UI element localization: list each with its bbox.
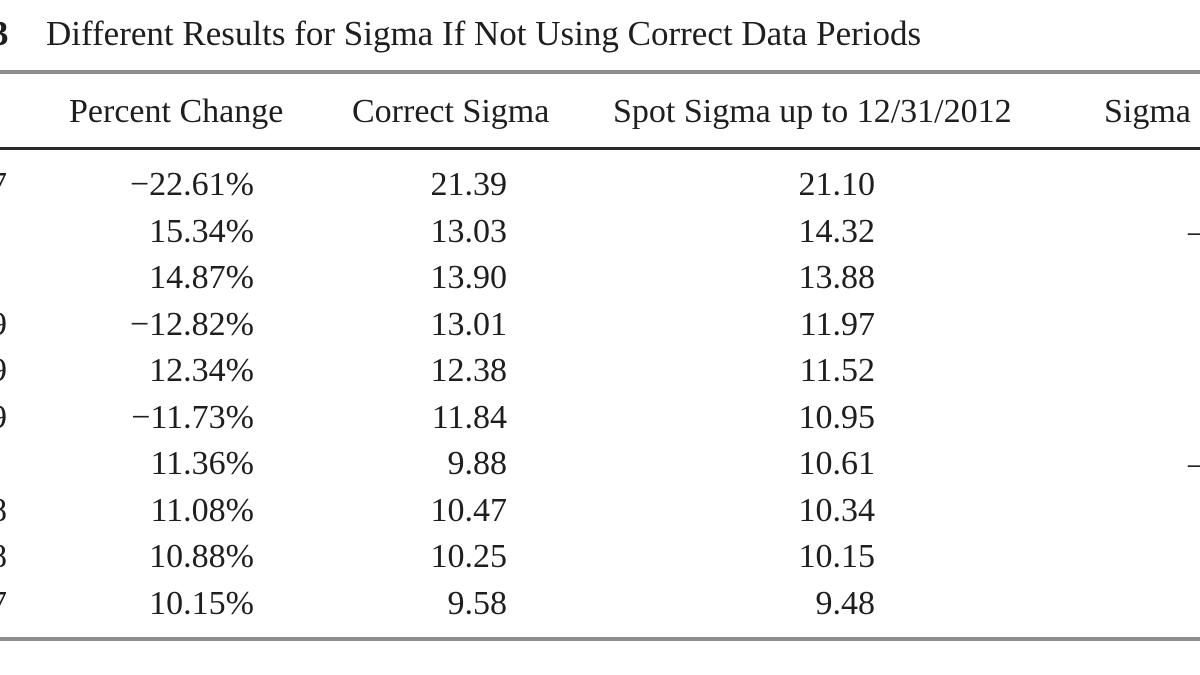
top-rule [0,70,1200,74]
cell-stub: 7 [0,162,20,208]
cell-spot-sigma: 11.52 [799,352,875,389]
cell-correct-sigma: 13.90 [430,259,508,296]
cell-stub: 9 [0,302,20,348]
table-row: 9 −11.73% 11.84 10.95 [0,395,1200,442]
table-row: 14.87% 13.90 13.88 [0,255,1200,302]
cell-percent-change: 10.88% [149,538,254,575]
cell-stub: 9 [0,348,20,394]
cell-percent-change: 11.08% [150,491,254,529]
cell-spot-sigma: 13.88 [798,259,876,296]
table-row: 15.34% 13.03 14.32 – [0,209,1200,256]
table-header-row: Percent Change Correct Sigma Spot Sigma … [0,89,1200,135]
cell-spot-sigma: 11.97 [799,305,875,343]
header-sigma: Sigma [1104,93,1191,130]
header-spot-sigma: Spot Sigma up to 12/31/2012 [613,93,1012,130]
cell-spot-sigma: 21.10 [798,166,876,203]
table-row: 7 −22.61% 21.39 21.10 [0,162,1200,209]
table-row: 9 12.34% 12.38 11.52 [0,348,1200,395]
cell-correct-sigma: 9.88 [447,445,508,482]
table-row: 11.36% 9.88 10.61 – [0,441,1200,488]
table-row: 9 −12.82% 13.01 11.97 [0,302,1200,349]
table-row: 7 10.15% 9.58 9.48 [0,581,1200,628]
cell-stub: 8 [0,534,20,580]
cell-stub: 9 [0,395,20,441]
cell-correct-sigma: 11.84 [431,398,507,436]
bottom-rule [0,637,1200,641]
cell-percent-change: −22.61% [130,166,254,203]
header-percent-change: Percent Change [69,93,284,130]
table-row: 8 10.88% 10.25 10.15 [0,534,1200,581]
cell-percent-change: 10.15% [149,584,254,622]
table-row: 8 11.08% 10.47 10.34 [0,488,1200,535]
cell-correct-sigma: 12.38 [430,352,508,389]
cell-percent-change: 15.34% [149,212,254,250]
cell-spot-sigma: 9.48 [815,584,876,622]
cell-percent-change: 12.34% [149,352,254,389]
table-title: Different Results for Sigma If Not Using… [46,14,922,53]
cell-percent-change: −12.82% [130,305,254,343]
table-body: 7 −22.61% 21.39 21.10 15.34% 13.03 14.32… [0,162,1200,627]
cell-percent-change: 11.36% [150,445,254,482]
cell-correct-sigma: 21.39 [430,166,508,203]
cell-correct-sigma: 9.58 [447,584,508,622]
cell-stub: 7 [0,581,20,627]
table-number: 3 [0,12,9,56]
cell-correct-sigma: 10.47 [430,491,508,529]
header-correct-sigma: Correct Sigma [352,93,550,130]
cell-sigma: – [1188,441,1200,487]
cell-spot-sigma: 10.34 [798,491,876,529]
cell-percent-change: 14.87% [149,259,254,296]
cell-stub: 8 [0,488,20,534]
cell-correct-sigma: 10.25 [430,538,508,575]
cell-spot-sigma: 10.15 [798,538,876,575]
header-rule [0,147,1200,150]
cell-sigma: – [1188,209,1200,255]
cell-spot-sigma: 14.32 [798,212,876,250]
cell-correct-sigma: 13.03 [430,212,508,250]
cell-spot-sigma: 10.61 [798,445,876,482]
cell-correct-sigma: 13.01 [430,305,508,343]
cell-percent-change: −11.73% [131,398,254,436]
cell-spot-sigma: 10.95 [798,398,876,436]
